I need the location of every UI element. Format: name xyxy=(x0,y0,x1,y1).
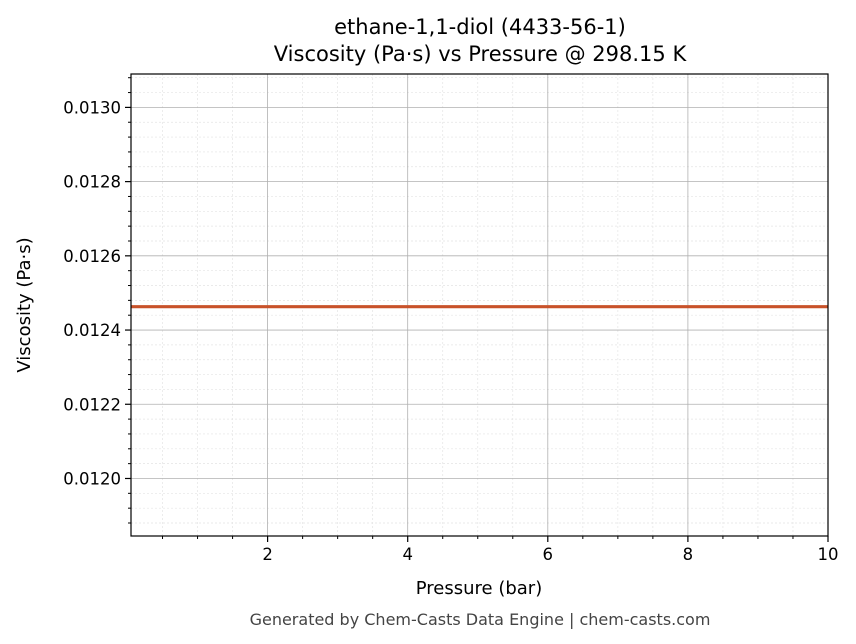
y-axis-label: Viscosity (Pa·s) xyxy=(14,237,35,372)
plot-frame xyxy=(130,73,829,537)
chart-title: ethane-1,1-diol (4433-56-1) xyxy=(334,15,626,39)
x-tick-label: 6 xyxy=(543,545,554,564)
x-tick-label: 10 xyxy=(818,545,839,564)
y-tick-label: 0.0124 xyxy=(63,321,121,340)
footer-credit: Generated by Chem-Casts Data Engine | ch… xyxy=(250,610,711,629)
y-tick-label: 0.0128 xyxy=(63,173,121,192)
x-tick-label: 8 xyxy=(683,545,694,564)
chart-subtitle: Viscosity (Pa·s) vs Pressure @ 298.15 K xyxy=(274,42,688,66)
x-tick-label: 4 xyxy=(402,545,413,564)
minor-grid xyxy=(131,74,828,536)
y-tick-label: 0.0120 xyxy=(63,469,121,488)
major-grid xyxy=(131,74,829,536)
ticks-layer: 2 4 6 8 10 0.0120 0.0122 0.0124 0.0126 0.0128 0.01… xyxy=(63,77,839,564)
y-tick-label: 0.0122 xyxy=(63,395,121,414)
x-tick-label: 2 xyxy=(262,545,273,564)
y-tick-label: 0.0126 xyxy=(63,247,121,266)
y-tick-label: 0.0130 xyxy=(63,98,121,117)
x-axis-label: Pressure (bar) xyxy=(416,578,542,599)
